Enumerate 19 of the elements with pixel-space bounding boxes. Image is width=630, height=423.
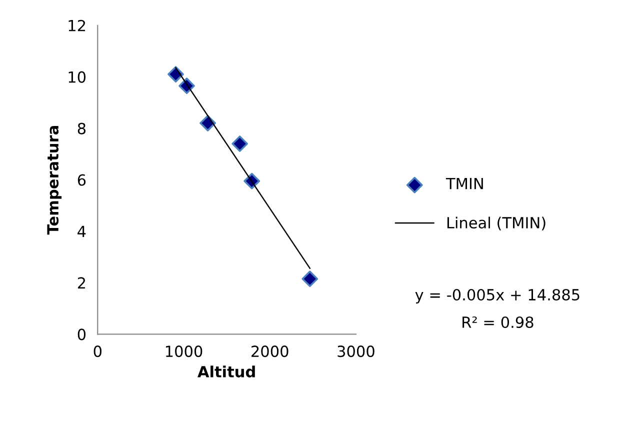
legend-label: TMIN [446,178,483,190]
x-tick-label: 3000 [338,346,374,358]
point [232,136,248,152]
y-tick-label: 10 [68,71,86,83]
text: y = -0.005x + 14.885 [415,288,580,304]
y-tick-label: 0 [78,328,86,340]
y-tick-label: 8 [78,122,86,134]
x-tick-label: 2000 [252,346,288,358]
x-tick-label: 0 [94,346,102,358]
y-tick-label: 4 [78,226,86,238]
point [302,270,318,288]
x-tick-label: 1000 [166,346,202,358]
legend-label: Lineal (TMIN) [447,216,546,230]
y-tick-label: 2 [78,277,86,289]
y-axis-title: Temperatura [47,126,62,235]
y-tick-label: 6 [78,174,86,186]
text: R² = 0.98 [462,316,534,328]
x-axis-title: Altitud [198,366,255,378]
y-tick-label: 12 [68,20,86,32]
